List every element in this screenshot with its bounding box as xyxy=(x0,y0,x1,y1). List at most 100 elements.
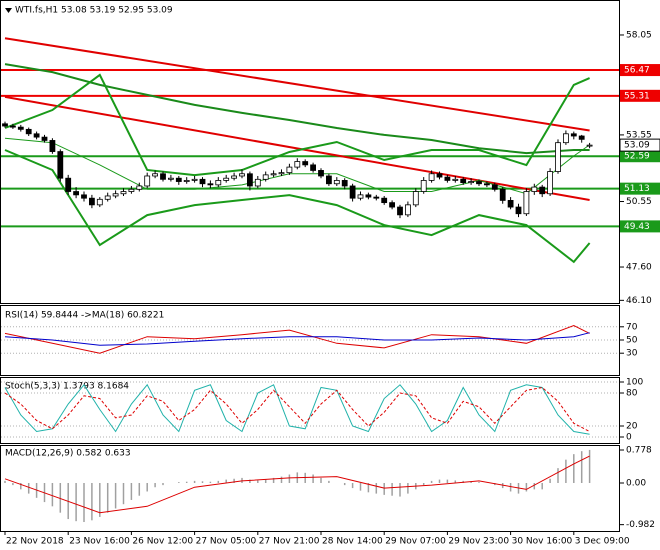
x-tick-label: 30 Nov 16:00 xyxy=(512,537,573,547)
candle-body xyxy=(341,180,348,187)
y-tick-label: -0.982 xyxy=(626,520,655,530)
x-tick-label: 23 Nov 16:00 xyxy=(69,537,130,547)
y-tick-label: 80 xyxy=(626,389,638,399)
indicator-line xyxy=(4,386,590,432)
candle-body xyxy=(539,186,546,195)
candle-body xyxy=(270,173,277,176)
candle-body xyxy=(239,173,245,177)
candle-body xyxy=(436,173,443,178)
indicator-line xyxy=(4,95,590,201)
candle-body xyxy=(25,128,32,135)
candle-body xyxy=(428,173,435,181)
x-tick-label: 22 Nov 2018 xyxy=(6,537,64,547)
candle-body xyxy=(112,193,119,197)
candle-body xyxy=(246,173,253,187)
candle-body xyxy=(104,195,111,200)
main-panel xyxy=(0,0,620,304)
candle-body xyxy=(349,185,356,199)
candle-body xyxy=(65,177,72,192)
candle-body xyxy=(183,180,190,182)
level-label: 52.59 xyxy=(624,152,650,162)
y-tick-label: 0.00 xyxy=(626,478,646,488)
panel-title: MACD(12,26,9) 0.582 0.633 xyxy=(5,449,131,459)
price-label-box xyxy=(619,138,660,152)
candle-body xyxy=(167,177,174,180)
candle-body xyxy=(223,177,230,181)
candle-body xyxy=(199,178,206,185)
candle-body xyxy=(41,136,48,141)
y-tick-label: 47.60 xyxy=(626,263,652,273)
candle-body xyxy=(81,194,87,199)
candle-body xyxy=(254,178,261,187)
candle-body xyxy=(523,191,530,215)
indicator-line xyxy=(4,73,590,177)
indicator-line xyxy=(4,455,590,514)
x-tick-label: 29 Nov 07:00 xyxy=(385,537,446,547)
candle-body xyxy=(49,140,56,152)
indicator-line xyxy=(4,383,590,435)
x-tick-label: 27 Nov 21:00 xyxy=(259,537,320,547)
candle-body xyxy=(420,180,427,192)
candle-body xyxy=(476,181,482,185)
candle-body xyxy=(515,206,522,215)
level-label-box xyxy=(620,64,660,77)
indicator-line xyxy=(4,37,590,132)
candle-body xyxy=(96,198,103,206)
candle-body xyxy=(452,178,459,181)
x-tick-label: 27 Nov 05:00 xyxy=(196,537,257,547)
candle-body xyxy=(152,173,159,177)
candle-body xyxy=(33,133,40,138)
candle-body xyxy=(128,188,135,192)
candle-body xyxy=(444,176,451,181)
level-label: 55.31 xyxy=(624,91,650,101)
candle-body xyxy=(412,191,419,206)
level-label-box xyxy=(620,89,660,102)
candle-body xyxy=(262,174,269,180)
candle-body xyxy=(57,151,64,179)
candle-body xyxy=(302,161,309,166)
candle-body xyxy=(499,188,506,201)
indicator-line xyxy=(4,137,590,195)
candle-body xyxy=(231,175,238,179)
candle-body xyxy=(215,180,222,186)
candle-body xyxy=(570,133,577,137)
candle-body xyxy=(531,186,538,192)
panel-title: Stoch(5,3,3) 1.3793 8.1684 xyxy=(5,382,129,392)
indicator-line xyxy=(4,149,591,264)
candle-body xyxy=(207,183,214,186)
candle-body xyxy=(507,200,514,208)
indicator-line xyxy=(4,63,590,155)
candle-body xyxy=(120,191,127,195)
candle-body xyxy=(460,178,467,184)
candle-body xyxy=(278,172,285,175)
level-label-box xyxy=(620,220,660,233)
candle-body xyxy=(404,204,411,216)
candle-body xyxy=(563,133,569,144)
candle-body xyxy=(2,123,8,127)
panel-title: WTI.fs,H1 53.08 53.19 52.95 53.09 xyxy=(15,6,173,16)
candle-body xyxy=(89,197,95,206)
candle-body xyxy=(310,164,317,171)
price-label: 53.09 xyxy=(624,141,650,151)
candle-body xyxy=(9,125,16,128)
x-tick-label: 29 Nov 23:00 xyxy=(448,537,509,547)
candle-body xyxy=(318,170,324,177)
candle-body xyxy=(160,173,166,180)
candle-body xyxy=(578,135,585,140)
level-label: 51.13 xyxy=(624,184,650,194)
collapse-icon[interactable] xyxy=(5,8,12,13)
y-tick-label: 53.55 xyxy=(626,130,652,140)
y-tick-label: 50.55 xyxy=(626,197,652,207)
candle-body xyxy=(136,185,143,190)
candle-body xyxy=(468,181,475,184)
candle-body xyxy=(175,177,182,182)
candle-body xyxy=(333,180,340,185)
panel-title: RSI(14) 59.8444 ->MA(18) 60.8221 xyxy=(5,311,164,321)
candle-body xyxy=(397,206,403,216)
level-label: 49.43 xyxy=(624,222,650,232)
candle-body xyxy=(373,196,380,199)
y-tick-label: 70 xyxy=(626,322,638,332)
candle-body xyxy=(365,194,372,198)
